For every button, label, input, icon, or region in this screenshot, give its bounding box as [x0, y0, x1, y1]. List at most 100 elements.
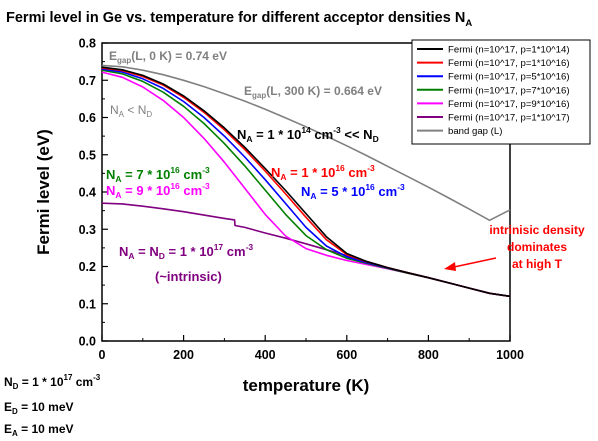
legend-label-2: Fermi (n=10^17, p=5*10^16) [448, 72, 570, 83]
legend-box [411, 39, 591, 145]
ed-main: E [4, 400, 12, 414]
legend-label-4: Fermi (n=10^17, p=9*10^16) [448, 99, 570, 110]
x-axis: 0 200 400 600 800 1000 [99, 335, 524, 362]
nand-unit-exp: -3 [246, 242, 254, 252]
param-nd: ND = 1 * 1017 cm-3 [4, 373, 101, 391]
na7-unit: cm [180, 167, 202, 182]
y-tick-label: 0.8 [79, 37, 96, 51]
na14-a: N [237, 127, 246, 142]
ea-main: E [4, 422, 12, 436]
na5-a-sub: A [310, 191, 316, 201]
ea-sub: A [12, 429, 18, 438]
x-tick-label: 800 [418, 348, 439, 362]
annotation-na-nd: NA = ND = 1 * 1017 cm-3 [119, 242, 253, 261]
egap0-sub: gap [117, 56, 131, 65]
na14-a-sub: A [246, 134, 252, 144]
annotation-na-7e16: NA = 7 * 1016 cm-3 [106, 165, 210, 184]
nd-exp: 17 [64, 373, 73, 382]
x-tick-label: 400 [255, 348, 276, 362]
nd-val: = 1 * 10 [18, 375, 63, 389]
nd-sub: D [13, 382, 19, 391]
egap0-main: E [109, 49, 117, 63]
legend: Fermi (n=10^17, p=1*10^14) Fermi (n=10^17… [411, 39, 591, 145]
x-axis-label: temperature (K) [243, 376, 370, 395]
na7-exp: 16 [170, 165, 180, 175]
nd-unit: cm [72, 375, 93, 389]
annotation-na-1e14: NA = 1 * 1014 cm-3 << ND [237, 125, 379, 144]
nand-exp: 17 [214, 242, 224, 252]
annotation-na-lt-nd: NA < ND [110, 103, 152, 119]
chart-title: Fermi level in Ge vs. temperature for di… [6, 10, 472, 29]
na9-a-sub: A [115, 190, 121, 200]
na9-unit: cm [180, 183, 202, 198]
y-axis-label: Fermi level (eV) [34, 129, 53, 255]
nalt-mid: < N [124, 103, 146, 117]
annotation-arrow-line [453, 257, 497, 268]
nd-unit-exp: -3 [93, 373, 101, 382]
na14-d-sub: D [373, 134, 379, 144]
y-tick-label: 0.2 [79, 260, 96, 274]
na9-a: N [106, 183, 115, 198]
nand-mid: = N [135, 244, 159, 259]
nand-d-sub: D [159, 251, 165, 261]
na1-unit: cm [345, 165, 367, 180]
annotation-egap-0k: Egap(L, 0 K) = 0.74 eV [109, 49, 227, 65]
na9-mid: = 9 * 10 [122, 183, 171, 198]
na7-unit-exp: -3 [202, 165, 210, 175]
legend-label-0: Fermi (n=10^17, p=1*10^14) [448, 45, 570, 56]
annotation-na-1e16: NA = 1 * 1016 cm-3 [271, 163, 375, 182]
nalt-a-sub: A [119, 110, 125, 119]
x-tick-label: 1000 [496, 348, 524, 362]
na5-a: N [301, 184, 310, 199]
y-tick-label: 0.4 [79, 186, 96, 200]
y-tick-label: 0.3 [79, 223, 96, 237]
ed-sub: D [12, 407, 18, 416]
na7-mid: = 7 * 10 [122, 167, 171, 182]
y-tick-label: 0.1 [79, 297, 96, 311]
egap300-rest: (L, 300 K) = 0.664 eV [266, 84, 382, 98]
chart-title-sub: A [465, 18, 472, 29]
series-layer [101, 64, 511, 298]
na1-unit-exp: -3 [367, 163, 375, 173]
na7-a: N [106, 167, 115, 182]
annotation-na-5e16: NA = 5 * 1016 cm-3 [301, 182, 405, 201]
nalt-a: N [110, 103, 119, 117]
annotation-na-9e16: NA = 9 * 1016 cm-3 [106, 181, 210, 200]
annotation-intrinsic-density-2: dominates [507, 240, 567, 254]
y-tick-label: 0.0 [79, 335, 96, 349]
annotation-egap-300k: Egap(L, 300 K) = 0.664 eV [244, 84, 382, 100]
ea-val: = 10 meV [18, 422, 74, 436]
param-ed: ED = 10 meV [4, 400, 74, 416]
chart-title-text: Fermi level in Ge vs. temperature for di… [6, 10, 465, 26]
na7-a-sub: A [115, 174, 121, 184]
na1-exp: 16 [335, 163, 345, 173]
na14-rest: << N [341, 127, 373, 142]
nd-main: N [4, 375, 13, 389]
na14-unit: cm [311, 127, 333, 142]
egap300-main: E [244, 84, 252, 98]
legend-label-6: band gap (L) [448, 126, 502, 137]
x-tick-label: 200 [173, 348, 194, 362]
y-tick-label: 0.5 [79, 148, 96, 162]
annotation-intrinsic-paren: (~intrinsic) [155, 269, 222, 284]
y-tick-label: 0.6 [79, 111, 96, 125]
x-tick-label: 0 [99, 348, 106, 362]
annotation-intrinsic-density-3: at high T [512, 257, 563, 271]
y-tick-label: 0.7 [79, 74, 96, 88]
nand-unit: cm [223, 244, 245, 259]
nalt-d-sub: D [146, 110, 152, 119]
na1-a-sub: A [280, 172, 286, 182]
nand-val: = 1 * 10 [165, 244, 214, 259]
nand-a: N [119, 244, 128, 259]
param-ea: EA = 10 meV [4, 422, 74, 438]
annotation-intrinsic-density-1: intrinisic density [489, 223, 585, 237]
na1-a: N [271, 165, 280, 180]
annotation-arrow-head [444, 262, 456, 271]
na14-unit-exp: -3 [333, 125, 341, 135]
series-line-6 [101, 64, 511, 222]
na14-mid: = 1 * 10 [253, 127, 302, 142]
na5-unit-exp: -3 [397, 182, 405, 192]
series-line-0 [101, 66, 511, 298]
na5-unit: cm [375, 184, 397, 199]
nand-a-sub: A [128, 251, 134, 261]
